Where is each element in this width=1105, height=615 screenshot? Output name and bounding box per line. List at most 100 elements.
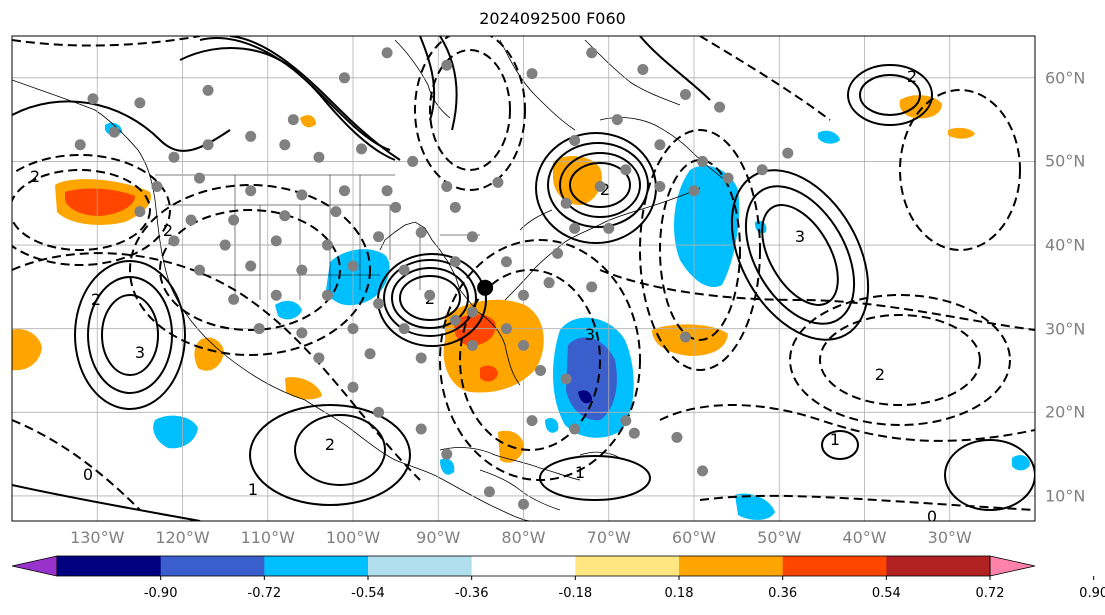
station-dot: [449, 256, 461, 268]
station-dot: [611, 114, 623, 126]
svg-text:2: 2: [325, 435, 335, 454]
colorbar-tick-label: 0.18: [664, 586, 694, 601]
colorbar-segment: [471, 556, 576, 576]
station-dot: [296, 264, 308, 276]
station-dot: [415, 423, 427, 435]
latitude-label: 40°N: [1045, 235, 1086, 255]
station-dot: [194, 172, 206, 184]
station-dot: [398, 264, 410, 276]
colorbar-segment: [160, 556, 265, 576]
svg-text:2: 2: [875, 365, 885, 384]
longitude-label: 100°W: [325, 528, 381, 547]
longitude-label: 80°W: [501, 528, 546, 547]
colorbar-tick-label: -0.72: [247, 586, 282, 601]
station-dot: [500, 256, 512, 268]
latitude-label: 30°N: [1045, 319, 1086, 339]
colorbar-tick-label: -0.36: [454, 586, 489, 601]
longitude-label: 70°W: [586, 528, 631, 547]
colorbar-tick-label: -0.54: [351, 586, 385, 601]
station-dot: [219, 239, 231, 251]
station-dot: [603, 222, 615, 234]
colorbar-segment: [886, 556, 991, 576]
station-dot: [620, 415, 632, 427]
longitude-label: 60°W: [671, 528, 717, 547]
station-dot: [594, 181, 606, 193]
station-dot: [279, 139, 291, 151]
station-dot: [466, 306, 478, 318]
station-dot: [552, 247, 564, 259]
station-dot: [270, 235, 282, 247]
negative-contours: [12, 36, 1035, 511]
station-dot: [381, 47, 393, 59]
map-title: 2024092500 F060: [479, 9, 626, 28]
station-dot: [569, 135, 581, 147]
station-dot: [74, 139, 86, 151]
colorbar-tick-label: 0.54: [871, 586, 901, 601]
colorbar-segment: [57, 556, 162, 576]
station-dot: [560, 197, 572, 209]
positive-anomaly-west-core: [65, 188, 135, 216]
station-dot: [466, 231, 478, 243]
station-dot: [637, 63, 649, 75]
latitude-label: 20°N: [1045, 402, 1086, 422]
colorbar-segment: [782, 556, 887, 576]
station-dot: [518, 339, 529, 351]
svg-text:2: 2: [163, 221, 173, 240]
station-dot: [245, 130, 257, 142]
station-dot: [390, 201, 402, 213]
station-dot: [518, 498, 529, 510]
longitude-label: 90°W: [416, 528, 461, 547]
svg-text:2: 2: [30, 167, 40, 186]
station-dot: [151, 181, 163, 193]
station-dot: [245, 260, 257, 272]
colorbar-tick-label: 0.72: [975, 586, 1005, 601]
station-dot: [313, 151, 325, 163]
station-dot: [483, 486, 495, 498]
station-dot: [356, 143, 368, 155]
longitude-label: 120°W: [155, 528, 210, 547]
station-dot: [253, 323, 265, 335]
station-dot: [228, 293, 240, 305]
station-dot: [586, 281, 598, 293]
station-dot: [628, 427, 640, 439]
colorbar-segment: [368, 556, 473, 576]
negative-anomaly-atlantic-core: [566, 337, 617, 421]
station-dot: [338, 185, 350, 197]
station-dot: [441, 181, 453, 193]
latitude-label: 50°N: [1045, 151, 1086, 171]
station-dot: [535, 364, 547, 376]
longitude-label: 50°W: [757, 528, 802, 547]
station-dot: [381, 185, 393, 197]
longitude-label: 30°W: [927, 528, 972, 547]
station-dot: [782, 147, 794, 159]
station-dot: [441, 448, 453, 460]
station-dot: [338, 72, 350, 84]
station-dot: [398, 323, 410, 335]
station-dot: [296, 189, 308, 201]
station-dot: [526, 68, 538, 80]
station-dot: [202, 84, 214, 96]
station-dot: [679, 89, 691, 101]
svg-text:1: 1: [248, 480, 258, 499]
latitude-label: 60°N: [1045, 68, 1086, 88]
station-dot: [168, 235, 180, 247]
station-dot: [287, 114, 299, 126]
svg-text:0: 0: [927, 507, 937, 526]
colorbar-tick-label: -0.90: [143, 586, 178, 601]
station-dot: [228, 214, 240, 226]
station-dot: [449, 201, 461, 213]
colorbar-tick-label: 0.90: [1079, 586, 1105, 601]
station-dot: [347, 381, 359, 393]
colorbar-tick-label: 0.36: [768, 586, 798, 601]
station-dot: [108, 126, 120, 138]
station-dot: [134, 97, 146, 109]
station-dot: [543, 277, 555, 289]
station-dot: [688, 185, 700, 197]
observation-stations: [74, 47, 794, 510]
station-dot: [313, 352, 325, 364]
svg-text:2: 2: [91, 290, 101, 309]
longitude-label: 130°W: [70, 528, 125, 547]
station-dot: [364, 348, 376, 360]
